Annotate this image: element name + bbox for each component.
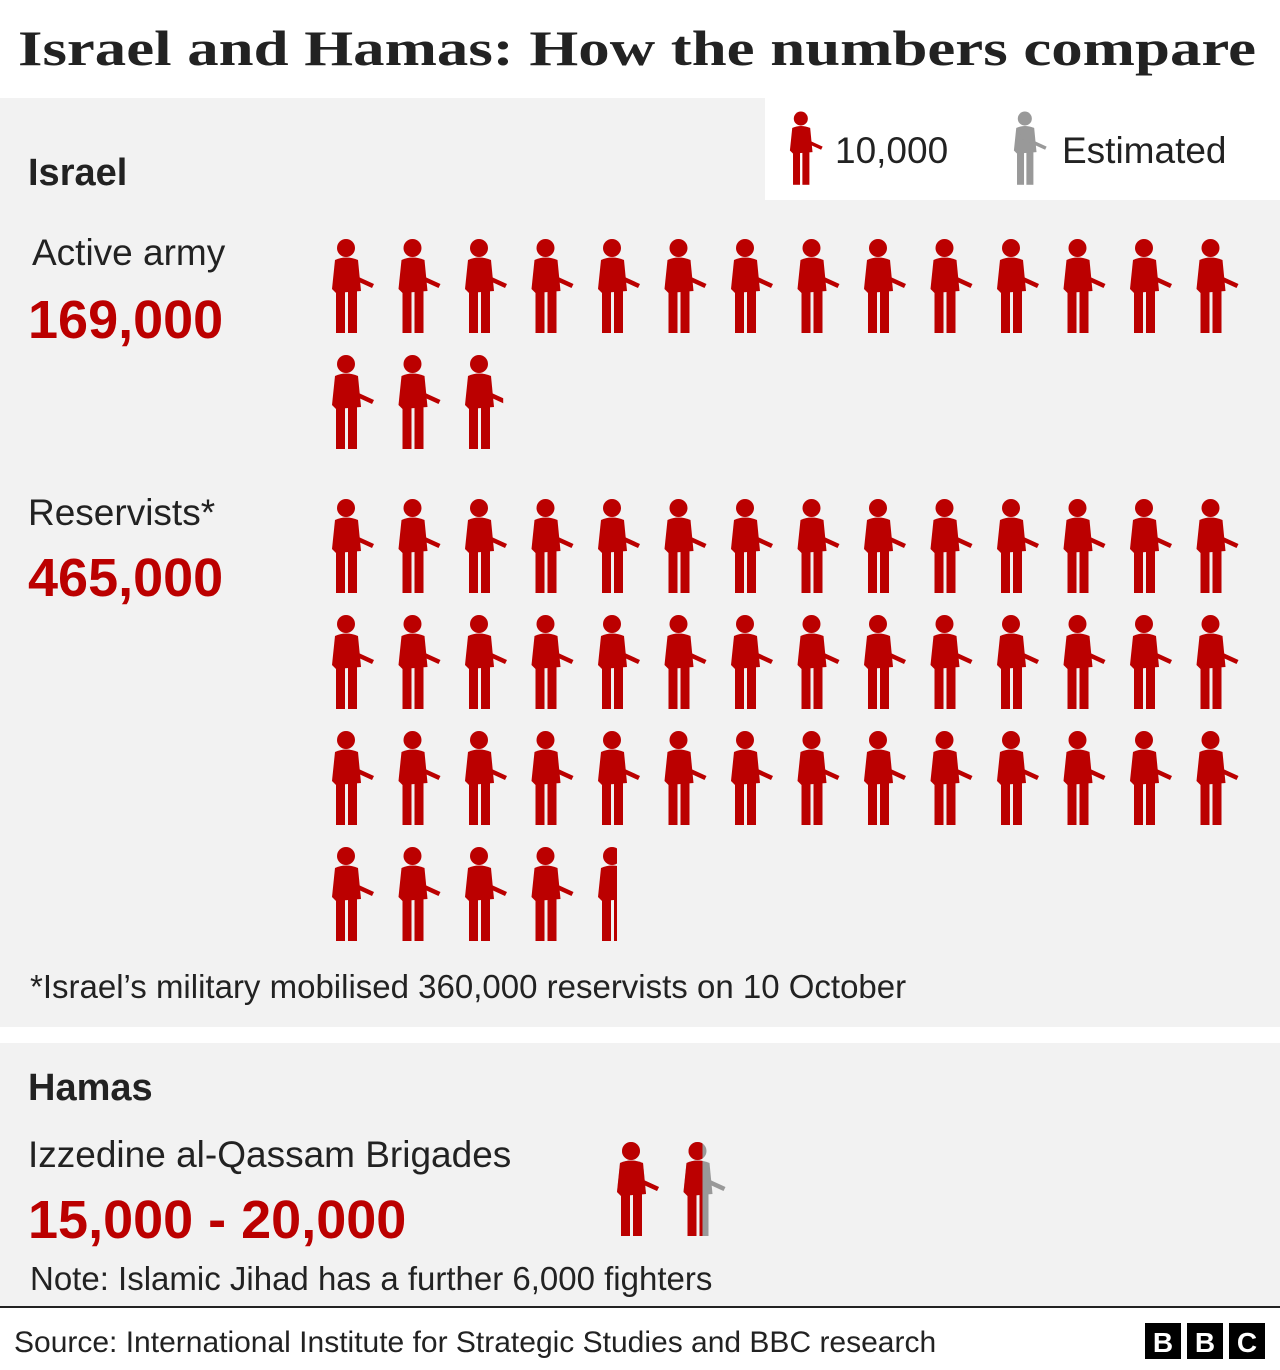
logo-box bbox=[1187, 1323, 1223, 1359]
source: Source: International Institute for Stra… bbox=[14, 1326, 936, 1359]
chart-title: Israel and Hamas: How the numbers compar… bbox=[18, 20, 1256, 76]
series-value: 465,000 bbox=[28, 548, 223, 608]
series-value: 15,000 - 20,000 bbox=[28, 1190, 406, 1250]
logo-box bbox=[1229, 1323, 1265, 1359]
legend-label: Estimated bbox=[1062, 130, 1227, 171]
series-label: Active army bbox=[32, 232, 226, 273]
series-value: 169,000 bbox=[28, 290, 223, 350]
legend-label: 10,000 bbox=[835, 130, 948, 171]
group-title: Israel bbox=[28, 152, 127, 194]
note: Note: Islamic Jihad has a further 6,000 … bbox=[30, 1260, 712, 1297]
series-label: Reservists* bbox=[28, 492, 215, 533]
logo-letter: B bbox=[1153, 1327, 1173, 1358]
logo-box bbox=[1145, 1323, 1181, 1359]
logo-letter: B bbox=[1195, 1327, 1215, 1358]
series-label: Izzedine al-Qassam Brigades bbox=[28, 1134, 511, 1175]
israel-panel bbox=[0, 98, 1280, 1027]
group-title: Hamas bbox=[28, 1067, 153, 1109]
logo-letter: C bbox=[1237, 1327, 1257, 1358]
note: *Israel’s military mobilised 360,000 res… bbox=[30, 968, 906, 1005]
